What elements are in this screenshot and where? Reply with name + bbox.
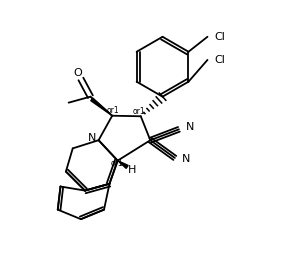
Text: or1: or1 [107, 106, 119, 115]
Text: O: O [73, 68, 82, 78]
Text: Cl: Cl [214, 32, 225, 42]
Text: N: N [88, 133, 96, 143]
Polygon shape [118, 161, 128, 168]
Text: Cl: Cl [214, 55, 225, 65]
Text: or1: or1 [133, 107, 145, 116]
Polygon shape [91, 98, 112, 116]
Text: H: H [128, 165, 136, 175]
Text: or1: or1 [111, 159, 123, 168]
Text: N: N [186, 122, 194, 132]
Text: N: N [181, 154, 190, 164]
